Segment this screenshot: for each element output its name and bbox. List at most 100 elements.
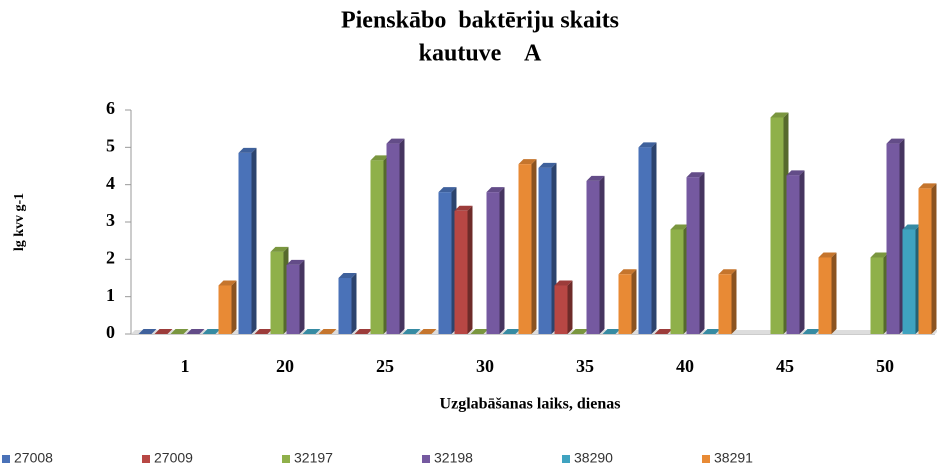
x-tick-label: 1: [181, 356, 190, 376]
bar-top: [718, 269, 737, 275]
bar-top: [454, 205, 473, 211]
bar-top: [418, 329, 437, 334]
bar-side: [631, 269, 637, 334]
bar-side: [931, 183, 937, 334]
bar-top: [354, 329, 373, 334]
bar-top: [218, 280, 237, 286]
bar-side: [651, 142, 657, 334]
bar: [818, 257, 832, 334]
legend-label: 38290: [574, 450, 613, 465]
bar-side: [599, 175, 605, 334]
bar-top: [638, 142, 657, 148]
legend-label: 32197: [294, 450, 333, 465]
bar-top: [902, 224, 921, 230]
x-tick-label: 50: [876, 356, 894, 376]
bar-top: [770, 112, 789, 118]
bar-side: [731, 269, 737, 334]
x-tick-label: 35: [576, 356, 594, 376]
bar-top: [470, 329, 489, 334]
bar-top: [318, 329, 337, 334]
legend-swatch: [422, 455, 430, 463]
bar-top: [686, 172, 705, 178]
bar-top: [818, 252, 837, 258]
bar-top: [138, 329, 157, 334]
bar-top: [870, 252, 889, 258]
bar: [438, 192, 452, 334]
bar-top: [438, 187, 457, 193]
bar-top: [918, 183, 937, 189]
bar-top: [702, 329, 721, 334]
bar-top: [618, 269, 637, 275]
bar-top: [254, 329, 273, 334]
bar: [902, 229, 916, 334]
bar: [370, 160, 384, 334]
bar: [786, 175, 800, 334]
y-tick-label: 1: [106, 285, 115, 305]
bar-top: [670, 224, 689, 230]
bar-side: [699, 172, 705, 334]
bar-top: [586, 175, 605, 181]
bar-top: [302, 329, 321, 334]
bar: [618, 274, 632, 334]
y-tick-label: 0: [106, 322, 115, 342]
bar-top: [554, 280, 573, 286]
bar: [286, 264, 300, 334]
bar-top: [570, 329, 589, 334]
bar: [338, 278, 352, 334]
x-tick-label: 20: [276, 356, 294, 376]
bar-top: [486, 187, 505, 193]
bar-top: [886, 138, 905, 144]
x-tick-label: 30: [476, 356, 494, 376]
y-tick-label: 3: [106, 210, 115, 230]
bar-top: [802, 329, 821, 334]
legend-swatch: [142, 455, 150, 463]
bar-side: [231, 280, 237, 334]
bar: [718, 274, 732, 334]
bar-side: [299, 259, 305, 334]
x-tick-label: 40: [676, 356, 694, 376]
bar-top: [370, 155, 389, 161]
bar: [454, 210, 468, 334]
bar-top: [602, 329, 621, 334]
bar-side: [251, 147, 257, 334]
bar: [386, 143, 400, 334]
bar-side: [499, 187, 505, 334]
chart-title: Pienskābo baktēriju skaits: [341, 8, 619, 34]
bar-top: [170, 329, 189, 334]
legend-label: 27009: [154, 450, 193, 465]
bar-top: [538, 162, 557, 168]
chart-title: kautuve A: [419, 41, 542, 67]
bar-top: [186, 329, 205, 334]
bar: [870, 257, 884, 334]
bar: [486, 192, 500, 334]
bar: [686, 177, 700, 334]
bar-top: [786, 170, 805, 176]
x-tick-label: 45: [776, 356, 794, 376]
bar: [638, 147, 652, 334]
bar-side: [467, 205, 473, 334]
legend-swatch: [2, 455, 10, 463]
bar: [670, 229, 684, 334]
y-tick-label: 5: [106, 135, 115, 155]
y-tick-label: 2: [106, 247, 115, 267]
bar: [918, 188, 932, 334]
bar: [518, 164, 532, 334]
bar-top: [338, 273, 357, 278]
x-axis-label: Uzglabāšanas laiks, dienas: [440, 396, 621, 413]
legend-swatch: [702, 455, 710, 463]
bar-top: [402, 329, 421, 334]
bar-top: [654, 329, 673, 334]
legend-label: 27008: [14, 450, 53, 465]
bar-side: [799, 170, 805, 334]
bar-side: [399, 138, 405, 334]
bar: [770, 117, 784, 334]
bar-top: [202, 329, 221, 334]
bar: [218, 285, 232, 334]
bar-side: [831, 252, 837, 334]
bar-top: [386, 138, 405, 144]
y-axis-label: lg kvv g-1: [12, 193, 27, 251]
bar-side: [351, 273, 357, 334]
legend-label: 38291: [714, 450, 753, 465]
bar-side: [531, 159, 537, 334]
